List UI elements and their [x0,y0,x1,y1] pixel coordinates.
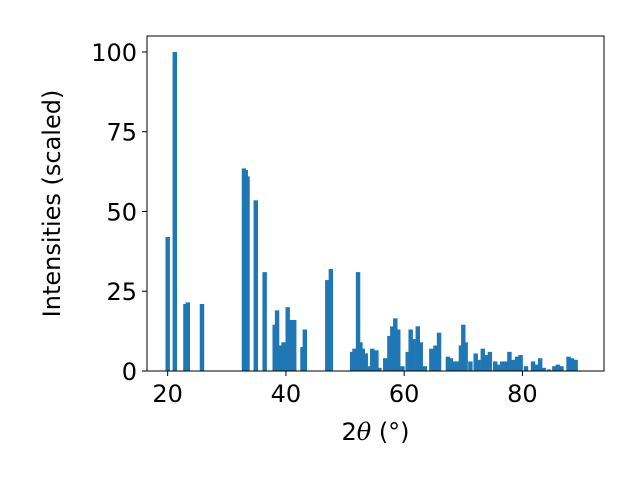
bar [500,361,505,371]
x-axis-label-suffix: (°) [371,418,409,446]
bar [533,364,539,371]
bar [328,268,334,371]
bar [468,361,473,371]
bar [393,318,398,371]
y-tick-label: 25 [106,278,137,306]
bar [569,358,575,371]
bar [480,348,486,371]
bar [451,361,457,371]
bar [436,332,442,371]
bar [429,348,434,371]
bar [355,272,361,371]
x-tick-label: 20 [152,380,183,408]
y-tick-label: 50 [106,198,137,226]
bar [523,366,529,371]
x-tick-label: 80 [507,380,538,408]
bar [367,366,372,371]
bar [349,351,355,371]
bar [455,361,460,371]
bar [274,310,280,371]
bar [253,200,258,371]
bar [405,351,410,371]
bar [370,348,375,371]
bar [484,355,489,371]
bar [288,319,293,371]
bar [185,302,191,371]
bar [546,369,552,371]
bar [363,353,368,371]
bar [458,345,464,371]
bar [383,358,388,371]
bar [415,326,420,371]
bar [559,366,564,371]
bar [487,351,493,371]
bar [473,353,478,371]
bar [448,358,454,371]
bars-group [165,51,578,371]
bar [518,355,523,371]
bar [291,319,297,371]
bar [514,356,520,371]
bar [411,339,416,371]
bar [422,366,428,371]
bar [325,280,330,371]
x-tick-label: 60 [389,380,420,408]
bar [302,329,308,371]
bar [352,348,357,371]
bar [503,361,509,371]
bar [541,367,546,371]
bar [530,361,536,371]
bar [400,366,405,371]
x-axis-label-symbol: θ [357,418,372,446]
bar [272,324,277,371]
x-axis-label-prefix: 2 [341,418,356,446]
bar [172,51,177,371]
x-axis-ticks: 20 40 60 80 [152,371,538,408]
bar [418,342,423,371]
bar [390,326,395,371]
bar [511,359,516,371]
bar [507,351,512,371]
bar [476,359,481,371]
bar [165,237,170,371]
x-axis-label: 2θ (°) [341,418,409,446]
bar [496,364,501,371]
x-tick-label: 40 [271,380,302,408]
bar [573,359,578,371]
bar [278,345,284,371]
bar [396,329,401,371]
bar [537,358,543,371]
y-tick-label: 100 [91,39,137,67]
bar [387,335,392,371]
bar [377,367,382,371]
bar [262,272,267,371]
bar [566,356,571,371]
y-tick-label: 0 [122,358,137,386]
bar [199,304,205,371]
y-axis-ticks: 0 25 50 75 100 [91,39,147,386]
y-tick-label: 75 [106,119,137,147]
bar [463,342,468,371]
bar [374,350,379,371]
bar [408,329,413,371]
y-axis-label: Intensities (scaled) [38,90,66,318]
bar [445,356,451,371]
bar [461,324,466,371]
bar [360,348,365,371]
bar [493,361,498,371]
bar [555,364,561,371]
plot-area-frame [146,35,605,372]
bar [183,304,188,371]
bar [300,347,305,371]
bar [552,366,557,371]
bar [285,307,290,371]
bar [245,176,250,371]
bar [433,345,438,371]
bar [281,342,286,371]
bar [358,342,363,371]
